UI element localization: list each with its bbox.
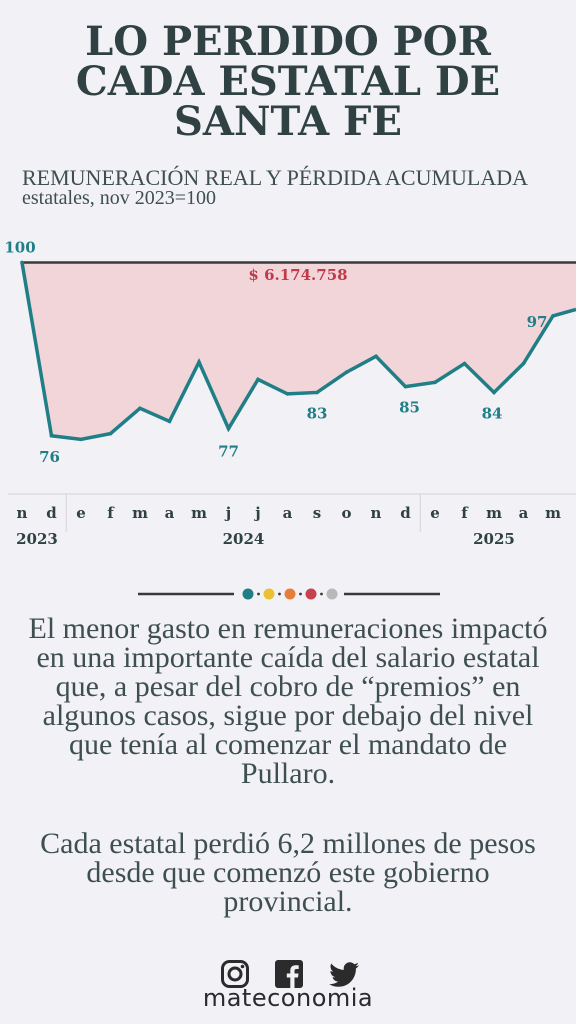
point-label: 100 (4, 238, 35, 256)
x-tick-label: a (165, 504, 175, 522)
x-tick-label: o (341, 504, 351, 522)
x-tick-label: a (283, 504, 293, 522)
social-icons (221, 960, 359, 988)
divider-dot (305, 588, 317, 600)
divider-small-dot (278, 592, 281, 596)
data-point (551, 314, 555, 318)
year-label: 2023 (16, 530, 58, 548)
data-point (433, 380, 437, 385)
data-point (167, 419, 172, 424)
x-tick-label: m (191, 504, 207, 522)
divider-small-dot (257, 592, 260, 596)
x-tick-label: f (461, 504, 469, 522)
data-point (521, 361, 526, 366)
brand-name: mateconomia (202, 984, 374, 1012)
divider-dot (326, 588, 338, 600)
data-point (492, 390, 496, 395)
data-point (79, 437, 83, 442)
paragraph-loss: Cada estatal perdió 6,2 millones de peso… (40, 827, 536, 918)
x-tick-label: m (545, 504, 561, 522)
x-tick-label: f (107, 504, 115, 522)
data-point (403, 384, 408, 389)
data-point (315, 390, 319, 395)
title-line: LO PERDIDO POR (85, 18, 491, 65)
divider-dot (263, 588, 275, 600)
year-label: 2024 (223, 530, 265, 548)
x-tick-label: d (46, 504, 57, 522)
data-point (344, 370, 349, 375)
x-tick-label: a (519, 504, 529, 522)
x-tick-label: e (76, 504, 86, 522)
point-label: 85 (399, 399, 420, 417)
divider-dot (242, 588, 254, 600)
chart-subtitle: REMUNERACIÓN REAL Y PÉRDIDA ACUMULADA (22, 165, 529, 190)
title-line: CADA ESTATAL DE (75, 58, 501, 105)
loss-area (22, 262, 576, 440)
x-tick-label: d (400, 504, 411, 522)
facebook-icon[interactable] (275, 960, 303, 988)
loss-annotation: $ 6.174.758 (248, 266, 347, 284)
x-tick-label: m (486, 504, 502, 522)
data-point (462, 361, 467, 366)
data-point (285, 392, 290, 396)
divider-dot (284, 588, 296, 600)
x-tick-label: n (371, 504, 382, 522)
data-point (20, 260, 24, 265)
chart-subtitle-units: estatales, nov 2023=100 (22, 187, 217, 209)
series-line (20, 262, 576, 442)
data-point (226, 426, 231, 431)
data-point (49, 433, 54, 438)
x-tick-label: j (253, 504, 260, 522)
point-label: 97 (527, 313, 548, 331)
twitter-icon[interactable] (329, 962, 359, 987)
data-point (197, 360, 201, 364)
point-label: 83 (307, 404, 328, 422)
x-tick-label: m (132, 504, 148, 522)
x-tick-label: n (17, 504, 28, 522)
instagram-icon[interactable] (221, 960, 249, 988)
page-title: LO PERDIDO POR CADA ESTATAL DE SANTA FE (0, 22, 576, 142)
point-label: 77 (218, 443, 239, 461)
data-point (138, 406, 142, 411)
year-label: 2025 (473, 530, 515, 548)
data-point (374, 354, 378, 359)
title-line: SANTA FE (174, 98, 402, 145)
divider-small-dot (320, 592, 323, 596)
point-label: 76 (39, 448, 60, 466)
x-tick-label: s (313, 504, 321, 522)
decorative-divider (138, 588, 440, 600)
divider-small-dot (299, 592, 302, 596)
x-tick-label: e (430, 504, 440, 522)
point-label: 84 (482, 404, 503, 422)
data-point (108, 431, 113, 436)
x-tick-label: j (224, 504, 231, 522)
data-point (256, 377, 260, 382)
paragraph-main: El menor gasto en remuneraciones impactó… (28, 612, 548, 790)
